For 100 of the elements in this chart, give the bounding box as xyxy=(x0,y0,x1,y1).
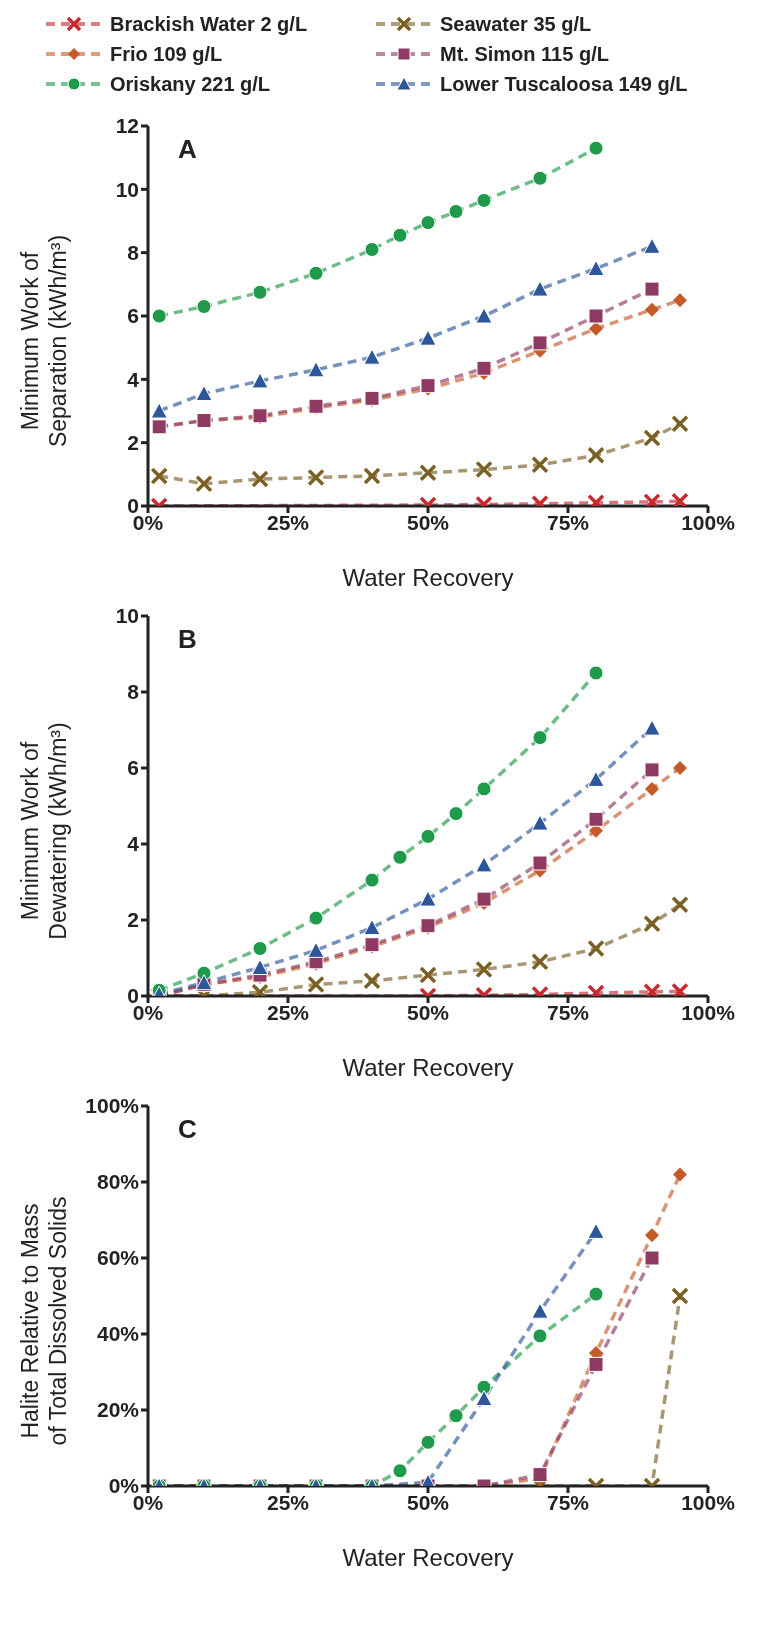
point xyxy=(645,1228,659,1243)
point xyxy=(150,402,168,419)
point xyxy=(476,1379,492,1395)
point xyxy=(587,770,605,787)
y-tick-label: 6 xyxy=(127,304,139,328)
point xyxy=(532,170,548,186)
point xyxy=(251,470,269,488)
point xyxy=(251,959,269,975)
point xyxy=(308,910,324,926)
point xyxy=(531,814,549,831)
point xyxy=(475,856,493,873)
annotation: B xyxy=(178,624,197,655)
point xyxy=(364,872,380,888)
point xyxy=(252,284,268,300)
point xyxy=(307,975,325,994)
point xyxy=(671,896,689,914)
point xyxy=(448,204,464,219)
point xyxy=(252,941,268,956)
point xyxy=(645,302,659,317)
point xyxy=(531,1302,549,1319)
point xyxy=(643,237,661,254)
legend-label: Oriskany 221 g/L xyxy=(110,72,271,96)
legend-label: Brackish Water 2 g/L xyxy=(110,12,308,36)
point xyxy=(588,308,604,324)
point xyxy=(475,460,493,479)
y-tick-label: 2 xyxy=(127,431,139,455)
point xyxy=(448,806,464,822)
x-tick-label: 75% xyxy=(546,510,590,534)
y-tick-label: 4 xyxy=(127,832,140,856)
point xyxy=(392,227,408,243)
point xyxy=(476,192,492,208)
x-tick-label: 25% xyxy=(266,1000,310,1024)
x-tick-label: 100% xyxy=(681,510,736,534)
point xyxy=(307,468,325,487)
legend-label: Seawater 35 g/L xyxy=(440,12,592,36)
point xyxy=(363,348,381,365)
point xyxy=(308,265,324,281)
point xyxy=(476,781,492,797)
point xyxy=(419,890,437,907)
point xyxy=(589,1346,603,1360)
legend-label: Frio 109 g/L xyxy=(110,42,223,66)
legend-label: Lower Tuscaloosa 149 g/L xyxy=(440,72,688,96)
y-tick-label: 8 xyxy=(127,680,140,704)
point xyxy=(643,429,661,447)
y-tick-label: 20% xyxy=(96,1398,140,1422)
x-tick-label: 75% xyxy=(546,1490,590,1514)
point xyxy=(475,307,493,324)
point xyxy=(419,464,437,482)
x-axis-title: Water Recovery xyxy=(342,564,514,591)
point xyxy=(532,335,548,351)
point xyxy=(588,1356,604,1372)
point xyxy=(475,960,493,979)
point xyxy=(588,811,604,827)
point xyxy=(531,280,549,297)
y-axis-title: Halite Relative to Mass of Total Dissolved Solids xyxy=(17,1196,71,1446)
point xyxy=(587,1222,605,1239)
x-tick-label: 25% xyxy=(266,510,310,534)
y-tick-label: 80% xyxy=(96,1170,140,1194)
point xyxy=(251,372,269,389)
x-tick-label: 50% xyxy=(406,1490,450,1514)
y-tick-label: 10 xyxy=(115,604,139,628)
point xyxy=(195,475,213,493)
x-tick-label: 100% xyxy=(681,1490,736,1514)
x-tick-label: 50% xyxy=(406,510,450,534)
y-tick-label: 6 xyxy=(127,756,139,780)
point xyxy=(643,915,661,933)
legend-label: Mt. Simon 115 g/L xyxy=(440,42,609,66)
x-tick-label: 50% xyxy=(406,1000,450,1024)
y-tick-label: 2 xyxy=(127,908,139,932)
point xyxy=(363,919,381,936)
point xyxy=(589,321,603,336)
point xyxy=(673,293,687,308)
point xyxy=(364,242,380,257)
point xyxy=(195,385,213,402)
y-tick-label: 40% xyxy=(96,1322,140,1346)
annotation: A xyxy=(178,134,197,165)
point xyxy=(671,1287,689,1305)
point xyxy=(196,299,212,314)
point xyxy=(420,828,436,844)
point xyxy=(476,891,492,907)
point xyxy=(363,467,381,485)
y-axis-title: Minimum Work of Dewatering (kWh/m³) xyxy=(17,722,71,940)
y-axis-title: Minimum Work of Separation (kWh/m³) xyxy=(17,234,71,448)
point xyxy=(419,329,437,346)
point xyxy=(531,456,549,474)
point xyxy=(643,719,661,736)
point xyxy=(673,761,687,775)
point xyxy=(476,360,492,376)
y-tick-label: 12 xyxy=(115,114,139,138)
point xyxy=(588,665,604,681)
y-tick-label: 10 xyxy=(115,177,139,201)
x-tick-label: 75% xyxy=(546,1000,590,1024)
point xyxy=(420,215,436,231)
x-tick-label: 25% xyxy=(266,1490,310,1514)
x-axis-title: Water Recovery xyxy=(342,1054,514,1081)
point xyxy=(587,939,605,958)
point xyxy=(587,260,605,276)
point xyxy=(531,953,549,971)
x-tick-label: 100% xyxy=(681,1000,736,1024)
y-tick-label: 60% xyxy=(96,1246,140,1270)
